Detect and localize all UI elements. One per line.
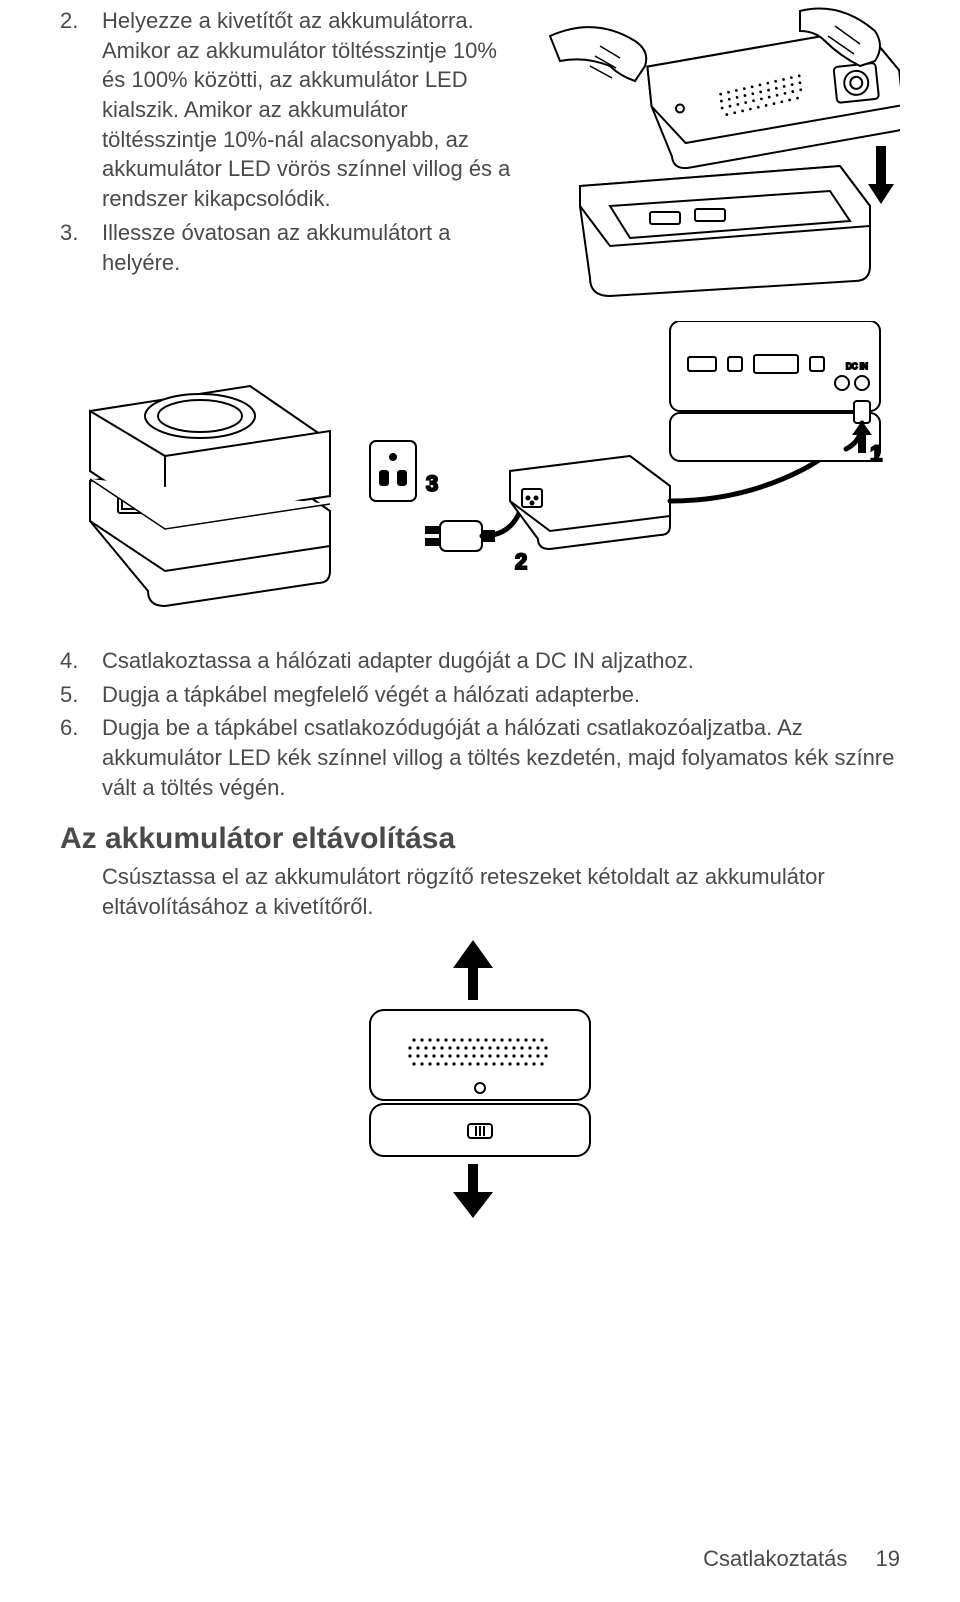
list-text: Illessze óvatosan az akkumulátort a hely…: [102, 218, 520, 277]
list-item: 5. Dugja a tápkábel megfelelő végét a há…: [60, 680, 900, 710]
list-number: 2.: [60, 6, 102, 214]
figure-remove-battery: [60, 940, 900, 1225]
list-text: Helyezze a kivetítőt az akkumulátorra. A…: [102, 6, 520, 214]
callout-2: 2: [515, 549, 527, 574]
list-text: Csatlakoztassa a hálózati adapter dugójá…: [102, 646, 694, 676]
list-number: 5.: [60, 680, 102, 710]
list-item: 6. Dugja be a tápkábel csatlakozódugóját…: [60, 713, 900, 802]
figure-projector-insert: [540, 6, 900, 311]
list-item: 3. Illessze óvatosan az akkumulátort a h…: [60, 218, 520, 277]
footer-page-number: 19: [876, 1546, 900, 1571]
list-text: Dugja a tápkábel megfelelő végét a hálóz…: [102, 680, 640, 710]
list-text: Dugja be a tápkábel csatlakozódugóját a …: [102, 713, 900, 802]
list-item: 2. Helyezze a kivetítőt az akkumulátorra…: [60, 6, 520, 214]
callout-3: 3: [426, 471, 438, 496]
ordered-list-2: 4. Csatlakoztassa a hálózati adapter dug…: [60, 646, 900, 802]
list-item: 4. Csatlakoztassa a hálózati adapter dug…: [60, 646, 900, 676]
page-footer: Csatlakoztatás 19: [703, 1546, 900, 1572]
ordered-list-1: 2. Helyezze a kivetítőt az akkumulátorra…: [60, 6, 520, 277]
list-number: 4.: [60, 646, 102, 676]
callout-1: 1: [870, 441, 882, 466]
list-number: 3.: [60, 218, 102, 277]
paragraph-remove: Csúsztassa el az akkumulátort rögzítő re…: [102, 862, 900, 921]
figure-cabling-diagram: 3 2: [60, 321, 900, 626]
footer-section: Csatlakoztatás: [703, 1546, 847, 1571]
heading-remove-battery: Az akkumulátor eltávolítása: [60, 822, 900, 856]
dc-in-label: DC IN: [846, 362, 868, 371]
list-number: 6.: [60, 713, 102, 802]
